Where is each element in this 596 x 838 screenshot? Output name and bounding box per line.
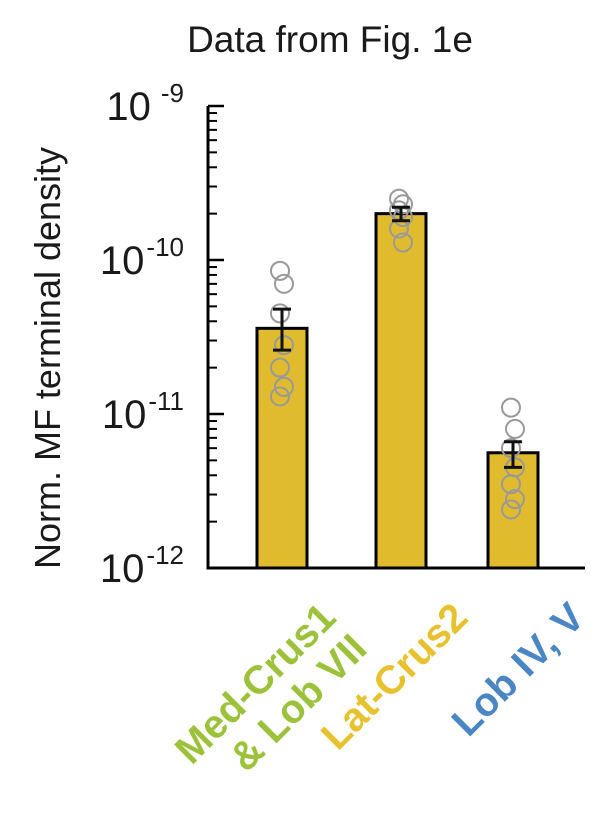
bar xyxy=(374,212,428,570)
data-point xyxy=(505,489,525,510)
y-axis-label: Norm. MF terminal density xyxy=(27,147,68,569)
data-point xyxy=(501,499,521,520)
bar xyxy=(486,451,540,570)
y-axis: 10 -9 10-10 10-11 10-12 xyxy=(100,78,585,591)
data-point xyxy=(274,376,294,397)
data-point xyxy=(393,194,413,215)
data-point xyxy=(270,260,290,281)
bars xyxy=(255,212,540,570)
chart-title: Data from Fig. 1e xyxy=(187,19,473,60)
y-tick-label: 10-11 xyxy=(102,386,184,437)
data-point xyxy=(505,418,525,439)
data-point xyxy=(270,303,290,324)
bar xyxy=(255,326,309,570)
data-point xyxy=(270,357,290,378)
y-tick-label: 10-10 xyxy=(100,232,184,283)
y-tick-label: 10 -9 xyxy=(106,78,184,129)
y-tick-label: 10-12 xyxy=(100,540,184,591)
error-bars xyxy=(273,205,522,469)
data-point xyxy=(270,386,290,407)
data-point xyxy=(501,397,521,418)
data-point xyxy=(501,474,521,495)
data-point xyxy=(501,438,521,459)
data-point xyxy=(274,335,294,356)
data-point xyxy=(274,273,294,294)
data-point xyxy=(393,232,413,253)
